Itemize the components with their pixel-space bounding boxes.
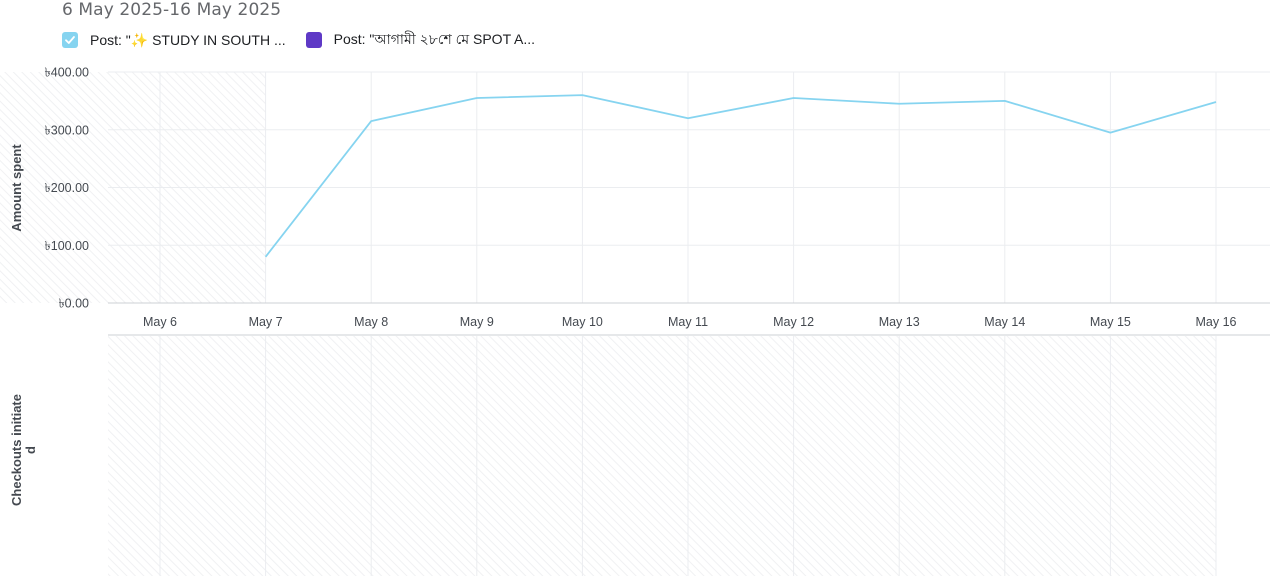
x-tick-label: May 15 — [1090, 315, 1131, 329]
series-lines — [264, 94, 1217, 258]
x-tick-label: May 10 — [562, 315, 603, 329]
y-tick-label: ৳200.00 — [45, 181, 90, 195]
y-axis-title: Checkouts initiated — [9, 394, 38, 506]
y-tick-label: ৳100.00 — [45, 239, 90, 253]
x-tick-label: May 11 — [668, 315, 708, 329]
legend-label: Post: "আগামী ২৮শে মে SPOT A... — [333, 31, 535, 47]
checkouts-initiated-chart: Checkouts initiated — [9, 336, 1217, 576]
x-tick-label: May 16 — [1196, 315, 1237, 329]
x-tick-label: May 7 — [249, 315, 283, 329]
x-tick-label: May 6 — [143, 315, 177, 329]
date-range: 6 May 2025-16 May 2025 — [62, 0, 282, 20]
x-tick-label: May 12 — [773, 315, 814, 329]
x-tick-label: May 8 — [354, 315, 388, 329]
y-axis-ticks: ৳0.00 ৳100.00 ৳200.00 ৳300.00 ৳400.00 — [45, 66, 90, 311]
checkbox-square-icon[interactable] — [305, 32, 322, 48]
x-axis-ticks: May 6 May 7 May 8 May 9 May 10 May 11 May 12 Ma… — [143, 315, 1237, 329]
gridlines — [108, 71, 1270, 303]
gridlines — [159, 336, 1217, 576]
y-axis-title-line: d — [23, 446, 38, 454]
series-line — [264, 94, 1217, 258]
legend: Post: "✨ STUDY IN SOUTH ... Post: "আগামী… — [62, 28, 555, 52]
y-tick-label: ৳300.00 — [45, 123, 90, 137]
legend-label: Post: "✨ STUDY IN SOUTH ... — [90, 31, 286, 48]
x-tick-label: May 14 — [984, 315, 1025, 329]
no-data-region — [108, 336, 1216, 576]
y-tick-label: ৳0.00 — [58, 297, 89, 311]
x-tick-label: May 13 — [879, 315, 920, 329]
y-tick-label: ৳400.00 — [45, 66, 90, 80]
legend-item-spot-admission[interactable]: Post: "আগামী ২৮শে মে SPOT A... — [305, 28, 535, 52]
y-axis-title-line: Checkouts initiate — [9, 394, 24, 506]
checkbox-checked-icon[interactable] — [62, 32, 78, 48]
legend-item-study-in-south[interactable]: Post: "✨ STUDY IN SOUTH ... — [62, 32, 286, 49]
x-tick-label: May 9 — [460, 315, 494, 329]
y-axis-title: Amount spent — [9, 144, 24, 232]
